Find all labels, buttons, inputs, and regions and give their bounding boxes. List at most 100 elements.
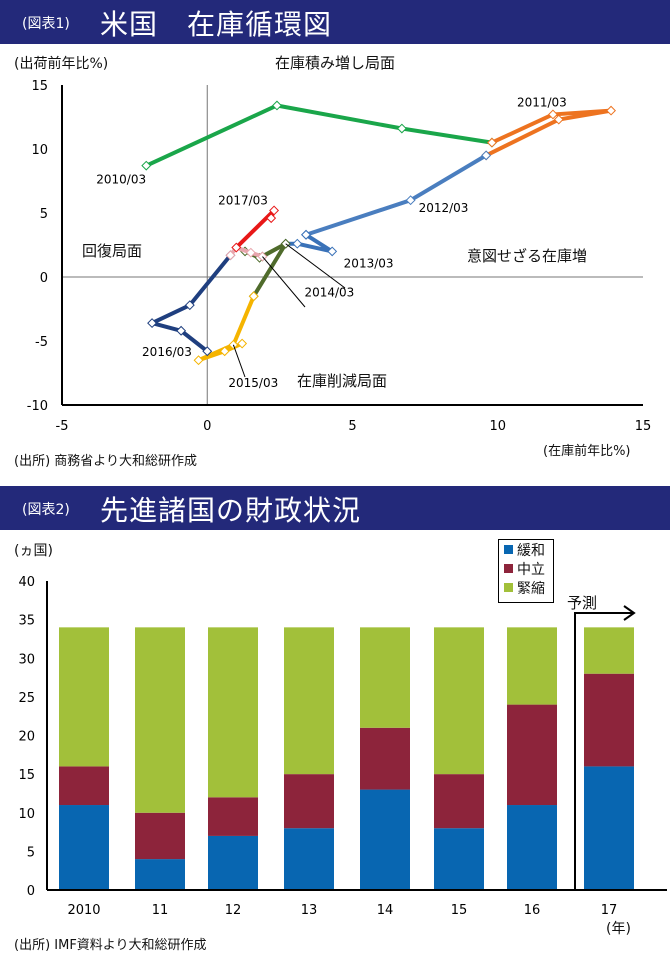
chart2-banner-prefix: (図表2) [22, 502, 70, 518]
y-tick-label: -10 [27, 399, 48, 414]
chart1-ylabel: (出荷前年比%) [14, 56, 109, 72]
data-point-marker [547, 109, 558, 120]
y-tick-label: 40 [18, 575, 35, 590]
legend-label: 緊縮 [517, 580, 545, 597]
y-tick-label: 10 [31, 143, 48, 158]
annotation-label: 2010/03 [96, 173, 146, 187]
forecast-bracket-line [574, 612, 633, 890]
forecast-arrow-icon [623, 605, 636, 621]
data-point-marker [272, 100, 282, 111]
forecast-label: 予測 [567, 594, 598, 612]
bar-segment-緊縮 [584, 627, 634, 674]
bar-segment-緩和 [135, 859, 185, 890]
data-point-marker [327, 246, 338, 257]
chart2-banner: (図表2) 先進諸国の財政状況 [0, 486, 670, 530]
x-tick-label: 14 [377, 903, 394, 918]
y-tick-label: 35 [18, 614, 35, 629]
annotation-label: 2017/03 [218, 193, 268, 207]
y-tick-label: 0 [40, 271, 48, 286]
quadrant-bottom-label: 在庫削減局面 [297, 372, 388, 390]
y-tick-label: -5 [35, 335, 48, 350]
x-tick-label: 17 [601, 903, 618, 918]
inventory-cycle-chart: -10 -5 0 5 10 15 -5 0 5 10 15 2010/03 2011/03 2012/03… [27, 79, 652, 434]
data-point-marker [396, 123, 407, 134]
chart2-legend: 緩和 中立 緊縮 [498, 539, 554, 603]
bar-segment-緊縮 [507, 627, 557, 705]
data-point-marker [553, 114, 564, 125]
bar-segment-緊縮 [59, 627, 109, 767]
bar-segment-緩和 [360, 789, 410, 890]
data-point-marker [225, 250, 236, 261]
series-line-2010 [144, 103, 494, 168]
data-point-marker [486, 137, 497, 148]
quadrant-right-label: 意図せざる在庫増 [467, 247, 588, 265]
bar-segment-中立 [434, 774, 484, 829]
y-tick-label: 30 [18, 652, 35, 667]
x-tick-label: 12 [225, 903, 242, 918]
bar-segment-緊縮 [208, 627, 258, 798]
data-point-marker [147, 318, 158, 329]
annotation-label: 2014/03 [304, 286, 354, 300]
bar-segment-緩和 [284, 828, 334, 890]
data-point-marker [292, 238, 303, 249]
chart1-xlabel: (在庫前年比%) [543, 444, 631, 459]
x-tick-label: -5 [56, 419, 69, 434]
annotation-label: 2013/03 [344, 257, 394, 271]
bar-segment-中立 [284, 774, 334, 829]
data-point-marker [176, 325, 187, 336]
chart1-banner-prefix: (図表1) [22, 16, 70, 32]
data-point-marker [405, 195, 416, 206]
chart2-title: 先進諸国の財政状況 [100, 494, 362, 527]
series-line-2011 [484, 108, 614, 158]
data-point-marker [481, 150, 492, 161]
x-tick-label: 13 [301, 903, 318, 918]
data-point-marker [184, 300, 195, 311]
series-line-2016b [228, 245, 265, 259]
data-point-marker [269, 205, 280, 216]
legend-swatch [504, 564, 513, 573]
annotation-leader-line [232, 344, 246, 378]
bar-segment-中立 [584, 673, 634, 767]
legend-label: 中立 [517, 561, 545, 578]
annotation-label: 2012/03 [419, 201, 469, 215]
chart2-xunit: (年) [606, 921, 631, 937]
data-point-marker [219, 346, 230, 357]
chart2-source: (出所) IMF資料より大和総研作成 [14, 938, 207, 953]
x-tick-label: 10 [489, 419, 506, 434]
data-point-marker [248, 291, 259, 302]
data-point-marker [237, 338, 248, 349]
chart1-title: 米国 在庫循環図 [100, 8, 333, 41]
chart1-source: (出所) 商務省より大和総研作成 [14, 454, 198, 469]
data-point-marker [141, 160, 152, 171]
x-tick-label: 15 [451, 903, 468, 918]
bar-segment-中立 [360, 727, 410, 790]
annotation-leader-line [285, 243, 346, 289]
bar-segment-緩和 [208, 835, 258, 890]
y-tick-label: 5 [40, 207, 48, 222]
y-tick-label: 10 [18, 807, 35, 822]
y-tick-label: 5 [27, 845, 35, 860]
x-tick-label: 2010 [67, 903, 100, 918]
quadrant-left-label: 回復局面 [82, 242, 143, 260]
chart2-ylabel: (ヵ国) [14, 543, 53, 559]
bar-segment-中立 [208, 797, 258, 836]
chart1-banner: (図表1) 米国 在庫循環図 [0, 0, 670, 44]
annotation-leader-line [262, 256, 306, 308]
data-point-marker [202, 346, 213, 357]
x-tick-label: 0 [203, 419, 211, 434]
data-point-marker [193, 355, 204, 366]
annotation-label: 2015/03 [228, 376, 278, 390]
series-line-2013 [283, 232, 335, 254]
x-tick-label: 11 [152, 903, 169, 918]
y-tick-label: 25 [18, 691, 35, 706]
bar-segment-緩和 [584, 766, 634, 890]
data-point-marker [231, 242, 242, 253]
legend-item-tightening: 緊縮 [499, 578, 553, 597]
data-point-marker [266, 213, 277, 224]
y-tick-label: 0 [27, 884, 35, 899]
legend-swatch [504, 545, 513, 554]
bar-segment-緊縮 [434, 627, 484, 775]
bar-segment-緊縮 [360, 627, 410, 728]
legend-label: 緩和 [517, 542, 545, 559]
data-point-marker [301, 229, 311, 240]
